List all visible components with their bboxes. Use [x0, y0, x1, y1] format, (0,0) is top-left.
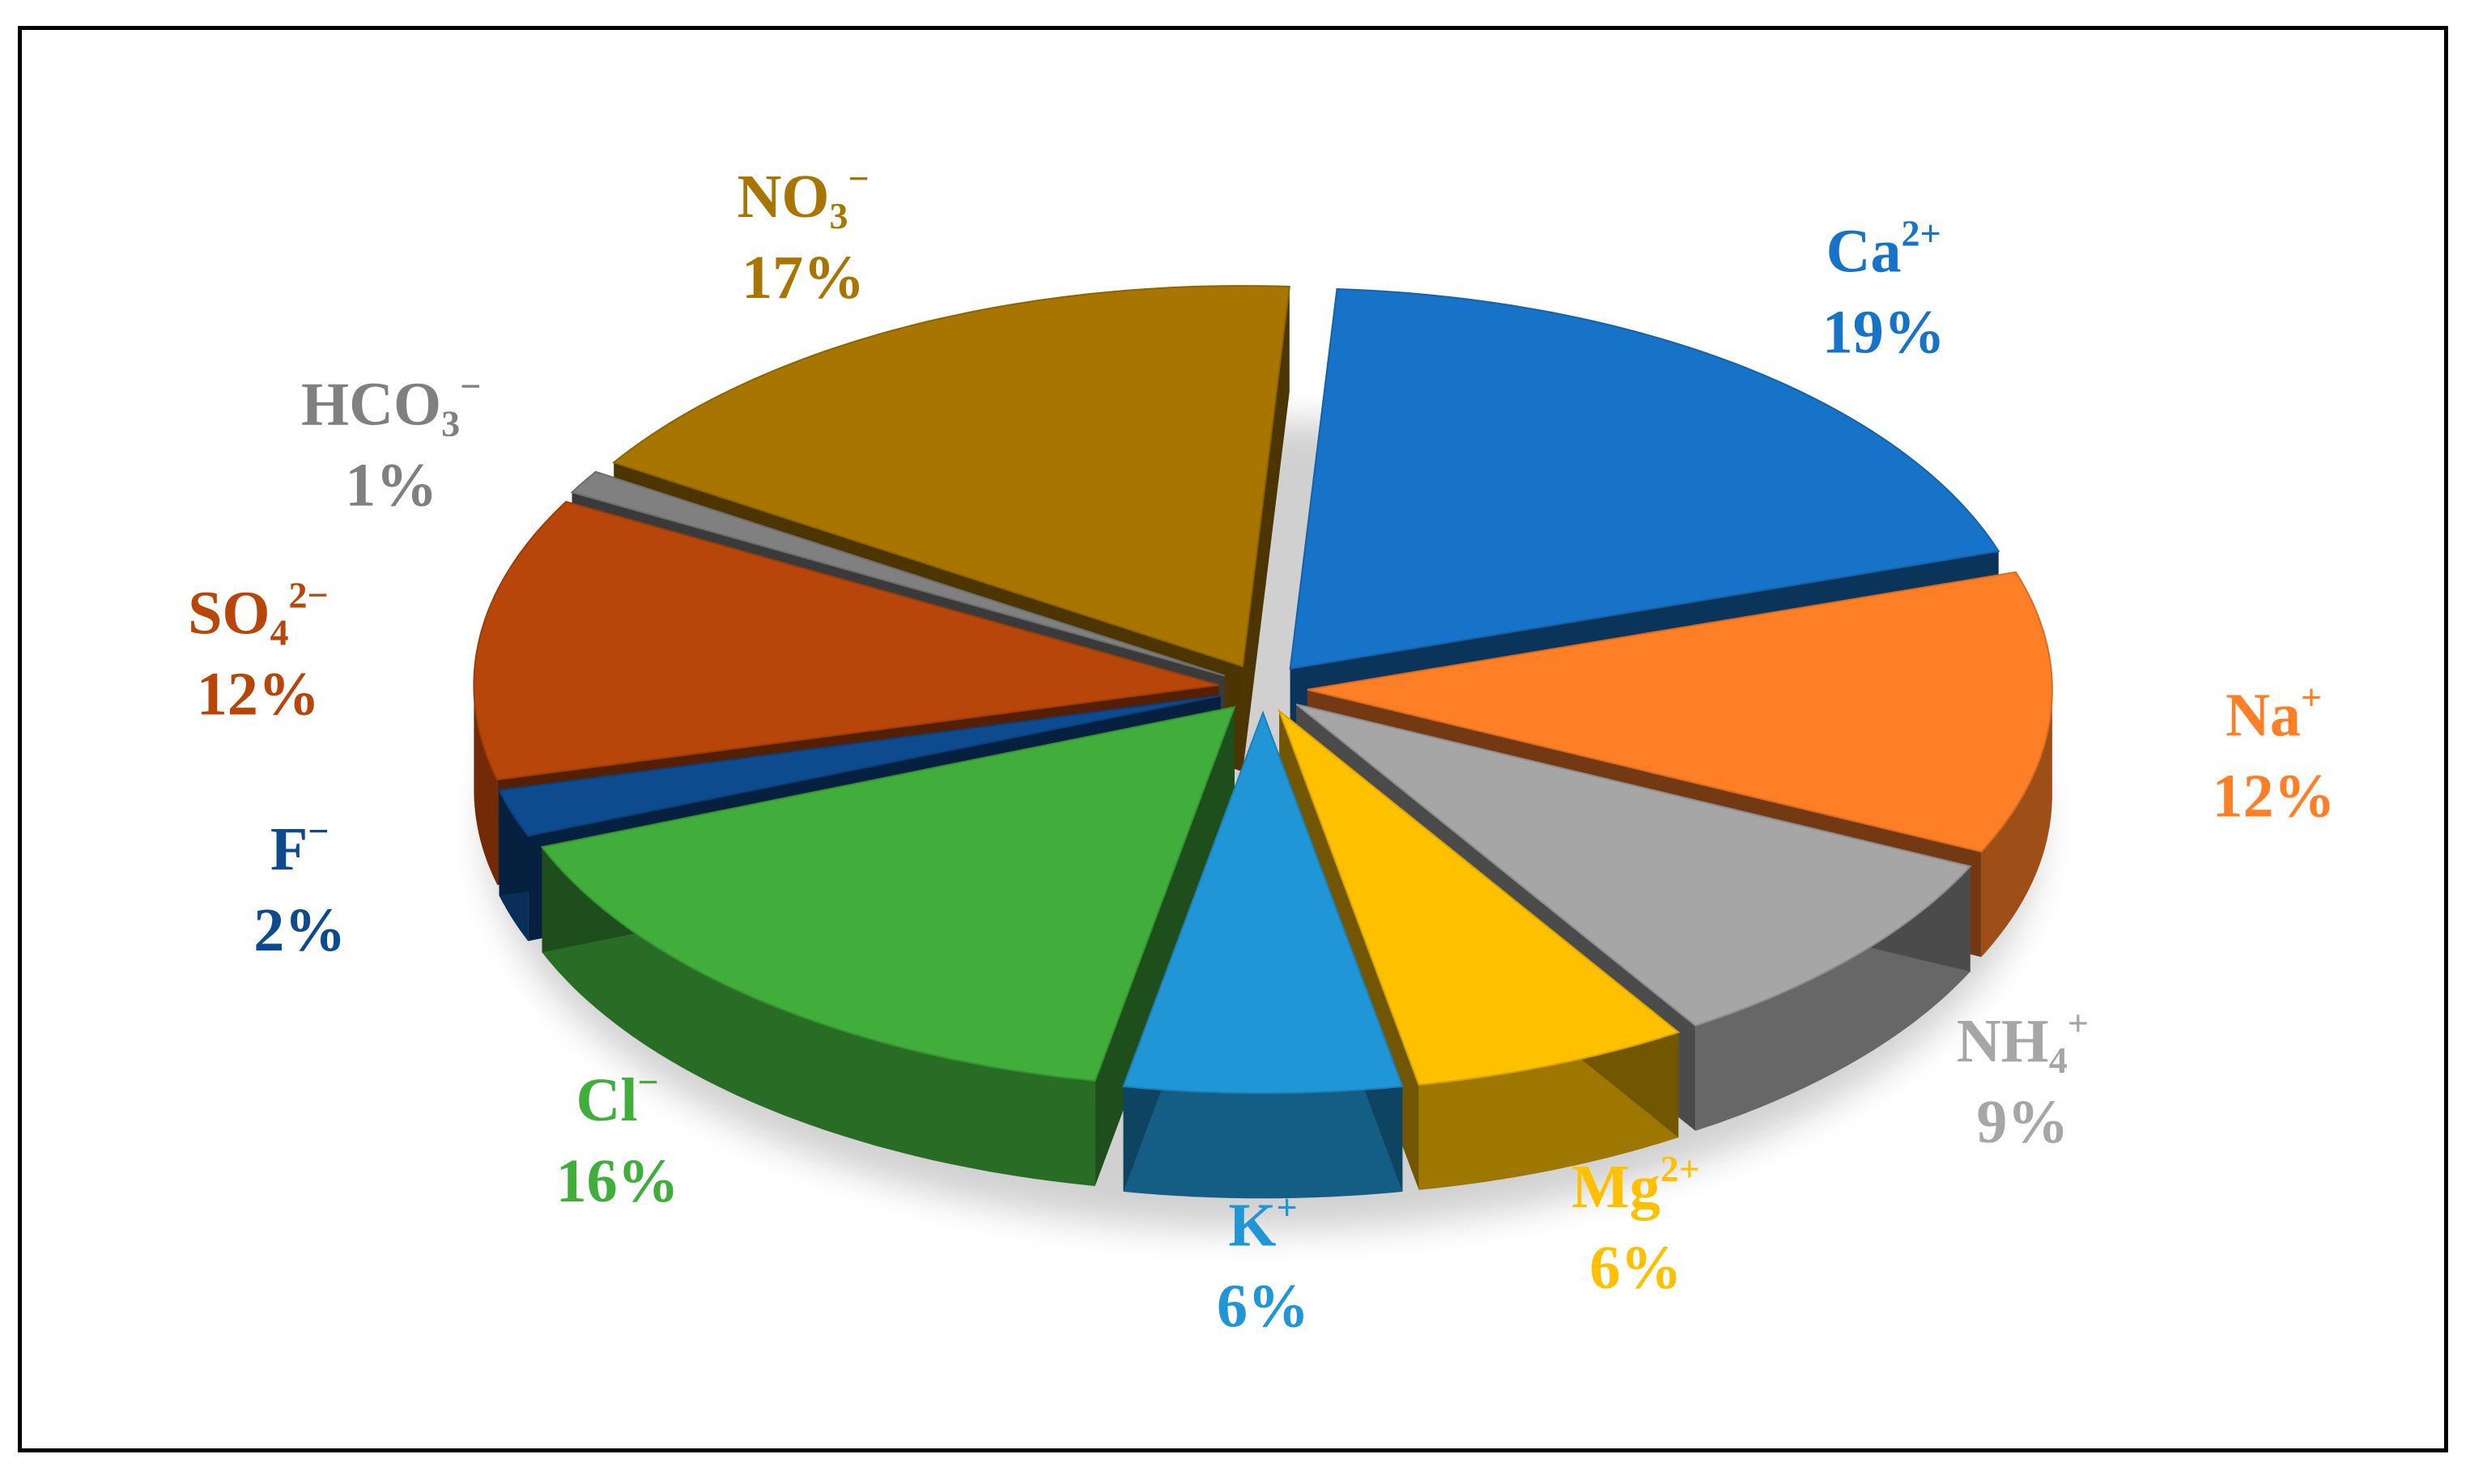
slice-percent: 16% — [556, 1147, 679, 1215]
slice-ion-name: Ca2+ — [1826, 213, 1941, 286]
slice-label-cl: Cl− 16% — [556, 1061, 679, 1215]
pie-slice-ca — [1289, 287, 2000, 670]
slice-wall-cl-0 — [1095, 707, 1235, 1186]
slice-ion-name: K+ — [1228, 1186, 1297, 1259]
slice-side-na — [1981, 689, 2052, 957]
slice-percent: 6% — [1217, 1272, 1309, 1340]
pie-slice-no — [612, 285, 1290, 668]
slice-label-na: Na+ 12% — [2213, 677, 2336, 831]
slice-ion-name: NH4+ — [1957, 1002, 2089, 1081]
slice-wall-no-1 — [1243, 287, 1290, 772]
slice-label-nh: NH4+ 9% — [1957, 1002, 2089, 1156]
pie-slice-na — [1307, 571, 2053, 853]
slice-percent: 12% — [197, 660, 320, 728]
slice-label-hco: HCO3− 1% — [301, 366, 481, 520]
slice-percent: 19% — [1822, 299, 1945, 367]
pie-slice-so — [473, 500, 1219, 781]
slice-label-f: F− 2% — [253, 810, 346, 964]
pie-slice-hco — [570, 470, 1226, 677]
pie-slice-k — [1122, 710, 1404, 1095]
slice-ion-name: Mg2+ — [1571, 1148, 1700, 1221]
slice-ion-name: Cl− — [576, 1061, 658, 1134]
slice-ion-name: Na+ — [2226, 677, 2322, 750]
slice-percent: 12% — [2213, 763, 2336, 831]
slice-ion-name: NO3− — [737, 158, 869, 236]
slice-ion-name: F− — [270, 810, 329, 883]
slice-percent: 9% — [1976, 1088, 2068, 1156]
slice-label-k: K+ 6% — [1217, 1186, 1309, 1340]
slice-percent: 1% — [345, 452, 437, 520]
slice-label-no: NO3− 17% — [737, 158, 869, 312]
pie-slice-mg — [1277, 708, 1681, 1086]
slice-percent: 6% — [1590, 1234, 1682, 1302]
slice-percent: 17% — [742, 244, 865, 312]
slice-ion-name: SO42− — [188, 574, 329, 653]
pie-slice-f — [498, 695, 1221, 837]
slice-percent: 2% — [253, 896, 346, 964]
slice-side-cl — [542, 847, 1095, 1186]
slice-label-mg: Mg2+ 6% — [1571, 1148, 1700, 1302]
slice-ion-name: HCO3− — [301, 366, 481, 444]
pie-slice-cl — [540, 705, 1236, 1082]
slice-label-so: SO42− 12% — [188, 574, 329, 728]
pie-slice-nh — [1295, 704, 1972, 1027]
slice-side-k — [1123, 1086, 1403, 1199]
slice-label-ca: Ca2+ 19% — [1822, 213, 1945, 367]
